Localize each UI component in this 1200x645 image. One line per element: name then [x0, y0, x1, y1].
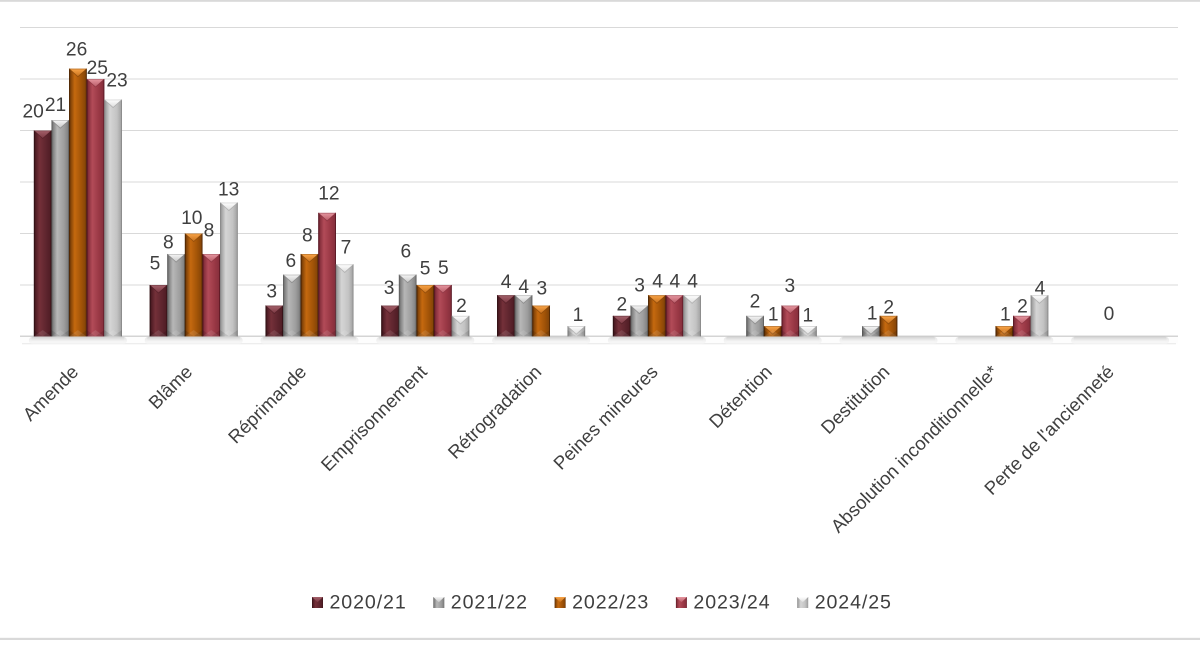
svg-text:2020/21: 2020/21	[330, 592, 407, 614]
svg-text:7: 7	[341, 237, 352, 258]
svg-text:2022/23: 2022/23	[572, 592, 649, 614]
svg-text:21: 21	[45, 95, 66, 116]
svg-text:25: 25	[87, 58, 108, 79]
svg-text:2: 2	[883, 298, 894, 319]
svg-text:26: 26	[66, 39, 87, 60]
svg-text:1: 1	[573, 305, 584, 326]
svg-text:2021/22: 2021/22	[451, 592, 528, 614]
svg-text:8: 8	[204, 221, 215, 242]
svg-text:3: 3	[266, 281, 277, 302]
svg-text:1: 1	[867, 304, 878, 325]
svg-text:4: 4	[1035, 279, 1046, 300]
svg-text:0: 0	[1104, 304, 1115, 325]
svg-text:1: 1	[1000, 305, 1011, 326]
svg-text:2024/25: 2024/25	[815, 592, 892, 614]
svg-text:4: 4	[652, 272, 663, 293]
svg-text:2: 2	[750, 292, 761, 313]
svg-text:23: 23	[106, 71, 127, 92]
svg-text:3: 3	[784, 276, 795, 297]
svg-text:3: 3	[536, 279, 547, 300]
svg-text:5: 5	[150, 253, 161, 274]
svg-text:4: 4	[501, 272, 512, 293]
svg-text:2: 2	[616, 295, 627, 316]
svg-text:2: 2	[456, 296, 467, 317]
svg-text:4: 4	[687, 272, 698, 293]
svg-text:10: 10	[181, 208, 202, 229]
svg-text:13: 13	[218, 180, 239, 201]
svg-text:6: 6	[285, 251, 296, 272]
svg-text:5: 5	[420, 259, 431, 280]
svg-text:8: 8	[302, 226, 313, 247]
svg-text:12: 12	[318, 184, 339, 205]
svg-text:4: 4	[669, 272, 680, 293]
svg-text:6: 6	[400, 242, 411, 263]
svg-text:3: 3	[634, 276, 645, 297]
svg-text:1: 1	[802, 306, 813, 327]
svg-text:8: 8	[163, 233, 174, 254]
svg-text:20: 20	[23, 102, 44, 123]
svg-text:2: 2	[1017, 297, 1028, 318]
svg-text:2023/24: 2023/24	[693, 592, 770, 614]
svg-text:1: 1	[768, 305, 779, 326]
svg-text:4: 4	[518, 277, 529, 298]
svg-text:3: 3	[384, 278, 395, 299]
svg-text:5: 5	[438, 258, 449, 279]
